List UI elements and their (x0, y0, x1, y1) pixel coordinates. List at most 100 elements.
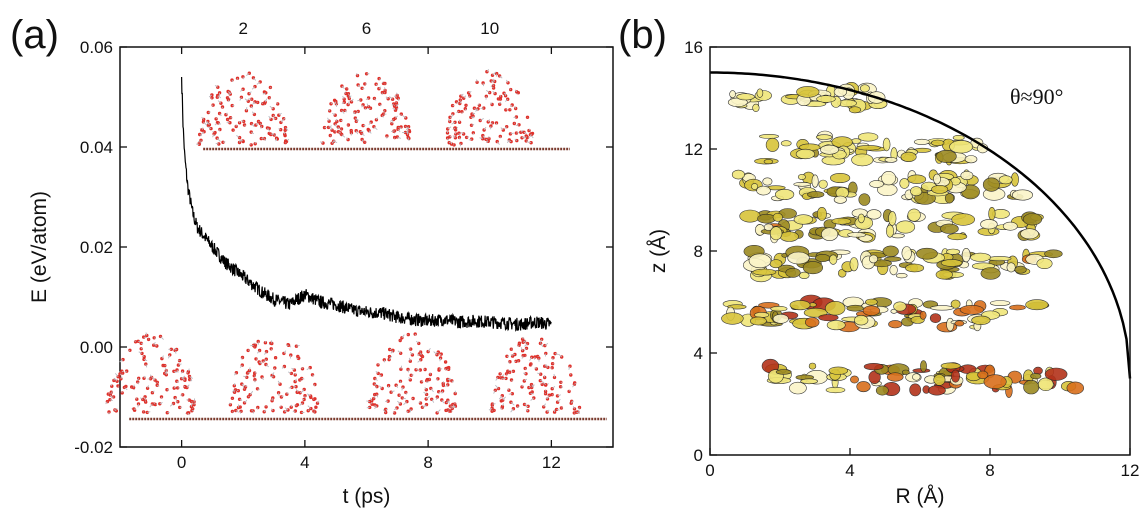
oh-bond (225, 112, 228, 115)
oh-bond (471, 112, 476, 115)
oxygen-atom (192, 403, 196, 407)
oh-bond (260, 126, 263, 129)
oh-bond (433, 351, 438, 356)
oxygen-atom (453, 126, 457, 130)
oh-bond (245, 385, 248, 388)
oxygen-atom (290, 385, 294, 389)
oh-bond (460, 93, 464, 97)
oh-bond (250, 105, 253, 109)
oh-bond (248, 98, 252, 100)
energy-series-line (181, 76, 552, 332)
oh-bond (530, 397, 535, 401)
density-contour (816, 95, 836, 103)
oxygen-atom (552, 375, 557, 380)
density-contour (780, 140, 792, 147)
oh-bond (391, 121, 393, 124)
density-contour (736, 93, 755, 101)
oh-bond (530, 392, 534, 395)
oh-bond (271, 372, 275, 376)
oxygen-atom (139, 341, 143, 345)
oh-bond (438, 391, 441, 394)
oh-bond (317, 400, 320, 404)
density-contour (824, 301, 846, 316)
oh-bond (134, 340, 136, 343)
density-contour (804, 317, 820, 328)
oh-bond (215, 142, 219, 145)
y-tick-label: 0.06 (80, 38, 113, 57)
oxygen-atom (487, 137, 491, 141)
density-contour (933, 374, 946, 386)
oh-bond (474, 107, 478, 112)
oh-bond (388, 355, 393, 360)
oh-bond (114, 378, 118, 382)
oh-bond (393, 407, 398, 411)
oxygen-atom (390, 122, 394, 126)
oxygen-atom (528, 391, 533, 395)
density-contour (970, 252, 991, 262)
oxygen-atom (250, 97, 254, 101)
density-band (739, 206, 1044, 244)
density-contour (907, 208, 921, 222)
oh-bond (528, 128, 531, 131)
oh-bond (540, 343, 544, 348)
oh-bond (451, 113, 454, 118)
oh-bond (375, 83, 378, 86)
density-contour (750, 316, 767, 326)
oh-bond (431, 399, 435, 403)
oxygen-atom (363, 82, 367, 86)
oh-bond (174, 350, 177, 354)
oh-bond (332, 112, 336, 116)
oh-bond (208, 111, 211, 113)
oxygen-atom (448, 115, 452, 120)
oh-bond (397, 350, 402, 354)
density-contour (856, 145, 881, 151)
density-contour (946, 317, 955, 332)
oh-bond (510, 408, 514, 413)
oh-bond (280, 118, 284, 123)
oh-bond (506, 79, 509, 84)
oxygen-atom (131, 385, 136, 390)
y-tick-label: 4 (694, 344, 703, 363)
oh-bond (441, 390, 444, 394)
oh-bond (286, 391, 289, 395)
oh-bond (507, 140, 512, 143)
oxygen-atom (517, 123, 521, 127)
oh-bond (551, 357, 554, 360)
oh-bond (414, 333, 417, 336)
oh-bond (390, 390, 395, 393)
oh-bond (269, 105, 274, 110)
oh-bond (500, 127, 504, 131)
oh-bond (288, 386, 293, 389)
oh-bond (545, 397, 548, 400)
density-contour (959, 304, 984, 315)
oh-bond (239, 411, 242, 414)
density-contour (758, 133, 779, 139)
density-contour (928, 385, 946, 396)
oh-bond (356, 120, 359, 122)
oh-bond (420, 352, 422, 356)
oh-bond (361, 139, 364, 143)
oxygen-atom (240, 382, 244, 386)
oxygen-atom (504, 376, 508, 381)
oxygen-atom (361, 123, 365, 128)
oh-bond (200, 131, 205, 135)
oh-bond (391, 103, 394, 106)
oh-bond (133, 408, 136, 411)
density-contour (847, 232, 867, 238)
oh-bond (390, 119, 394, 122)
oxygen-atom (215, 95, 219, 99)
density-contour (756, 88, 764, 98)
oxygen-atom (569, 373, 573, 377)
oxygen-atom (186, 371, 190, 375)
density-contour (818, 314, 839, 322)
oh-bond (252, 410, 255, 414)
oh-bond (280, 405, 282, 408)
oxygen-atom (543, 389, 548, 394)
oh-bond (520, 129, 524, 133)
oh-bond (267, 127, 270, 132)
oxygen-atom (252, 374, 256, 378)
oh-bond (236, 135, 240, 138)
oh-bond (441, 399, 445, 404)
oh-bond (147, 385, 149, 389)
oxygen-atom (435, 395, 439, 399)
